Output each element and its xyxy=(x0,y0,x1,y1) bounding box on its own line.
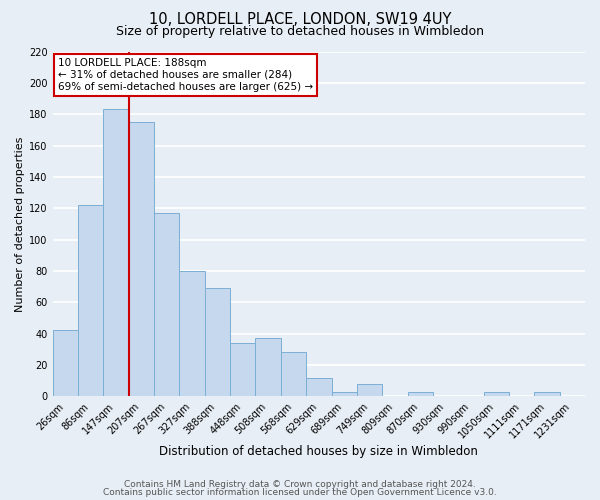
Bar xyxy=(281,352,306,397)
Bar xyxy=(306,378,332,396)
Bar xyxy=(357,384,382,396)
Text: Contains public sector information licensed under the Open Government Licence v3: Contains public sector information licen… xyxy=(103,488,497,497)
Bar xyxy=(154,213,179,396)
Bar xyxy=(103,110,129,397)
Y-axis label: Number of detached properties: Number of detached properties xyxy=(15,136,25,312)
Bar xyxy=(205,288,230,397)
Bar xyxy=(78,205,103,396)
Text: 10, LORDELL PLACE, LONDON, SW19 4UY: 10, LORDELL PLACE, LONDON, SW19 4UY xyxy=(149,12,451,28)
Bar xyxy=(53,330,78,396)
Bar xyxy=(129,122,154,396)
Bar xyxy=(256,338,281,396)
Bar xyxy=(484,392,509,396)
Text: Contains HM Land Registry data © Crown copyright and database right 2024.: Contains HM Land Registry data © Crown c… xyxy=(124,480,476,489)
Bar xyxy=(332,392,357,396)
Bar xyxy=(535,392,560,396)
Bar xyxy=(230,343,256,396)
Bar xyxy=(407,392,433,396)
Bar xyxy=(179,271,205,396)
X-axis label: Distribution of detached houses by size in Wimbledon: Distribution of detached houses by size … xyxy=(160,444,478,458)
Text: Size of property relative to detached houses in Wimbledon: Size of property relative to detached ho… xyxy=(116,25,484,38)
Text: 10 LORDELL PLACE: 188sqm
← 31% of detached houses are smaller (284)
69% of semi-: 10 LORDELL PLACE: 188sqm ← 31% of detach… xyxy=(58,58,313,92)
